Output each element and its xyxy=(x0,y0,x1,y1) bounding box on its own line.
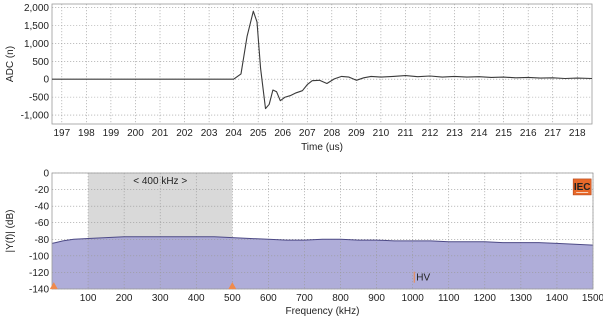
y-tick-label-top: -1,000 xyxy=(21,111,50,122)
x-tick-label-top: 215 xyxy=(495,128,512,139)
x-tick-label-top: 207 xyxy=(299,128,316,139)
y-tick-label-bottom: -140 xyxy=(29,285,49,296)
x-tick-label-bottom: 1000 xyxy=(402,293,425,304)
x-tick-label-top: 210 xyxy=(373,128,390,139)
x-tick-label-top: 208 xyxy=(323,128,340,139)
x-tick-label-top: 205 xyxy=(250,128,267,139)
x-tick-label-bottom: 700 xyxy=(296,293,313,304)
highlight-band-label: < 400 kHz > xyxy=(133,176,187,187)
x-tick-label-bottom: 1100 xyxy=(438,293,460,304)
y-tick-label-bottom: -120 xyxy=(29,268,49,279)
y-tick-label-bottom: -60 xyxy=(35,218,50,229)
y-tick-label-top: 500 xyxy=(32,57,49,68)
y-axis-title-bottom: |Y(f)| (dB) xyxy=(5,210,16,253)
plot-area-top xyxy=(52,4,592,124)
x-axis-title-top: Time (us) xyxy=(301,142,343,153)
x-tick-label-top: 197 xyxy=(53,128,70,139)
x-tick-label-top: 213 xyxy=(446,128,463,139)
x-tick-label-bottom: 500 xyxy=(224,293,241,304)
hv-label: HV xyxy=(416,273,430,284)
x-tick-label-top: 217 xyxy=(544,128,561,139)
iec-badge-label: IEC xyxy=(574,182,591,193)
x-tick-label-top: 218 xyxy=(569,128,586,139)
x-tick-label-top: 214 xyxy=(471,128,488,139)
plot-frame-top xyxy=(51,3,593,125)
x-tick-label-top: 201 xyxy=(152,128,169,139)
y-tick-label-top: 0 xyxy=(43,75,49,86)
x-tick-label-top: 211 xyxy=(397,128,413,139)
spectrum-area xyxy=(52,236,593,289)
x-tick-label-bottom: 1200 xyxy=(474,293,497,304)
x-tick-label-top: 212 xyxy=(422,128,439,139)
frequency-marker xyxy=(228,282,237,290)
x-tick-label-top: 200 xyxy=(127,128,144,139)
x-tick-label-bottom: 200 xyxy=(116,293,133,304)
y-tick-label-top: 1,000 xyxy=(24,39,49,50)
x-tick-label-top: 206 xyxy=(274,128,291,139)
x-tick-label-top: 198 xyxy=(78,128,95,139)
x-tick-label-top: 216 xyxy=(520,128,537,139)
waveform-line xyxy=(52,10,593,110)
y-tick-label-bottom: 0 xyxy=(43,169,49,180)
x-tick-label-bottom: 1300 xyxy=(510,293,533,304)
y-tick-label-bottom: -20 xyxy=(35,185,50,196)
spectrum-line xyxy=(51,236,594,246)
y-axis-title-top: ADC (n) xyxy=(5,46,16,82)
x-tick-label-bottom: 1500 xyxy=(582,293,603,304)
x-tick-label-bottom: 300 xyxy=(152,293,169,304)
iec-badge xyxy=(572,178,592,196)
x-axis-title-bottom: Frequency (kHz) xyxy=(286,306,360,317)
x-tick-label-top: 202 xyxy=(176,128,193,139)
x-tick-label-top: 203 xyxy=(201,128,218,139)
plot-frame-bottom xyxy=(51,172,594,290)
x-tick-label-bottom: 400 xyxy=(188,293,205,304)
x-tick-label-top: 204 xyxy=(225,128,242,139)
x-tick-label-bottom: 100 xyxy=(80,293,97,304)
frequency-marker xyxy=(49,282,58,290)
y-tick-label-top: 2,000 xyxy=(24,3,49,14)
x-tick-label-top: 199 xyxy=(103,128,120,139)
y-tick-label-bottom: -80 xyxy=(35,235,50,246)
x-tick-label-bottom: 900 xyxy=(368,293,385,304)
y-tick-label-top: -500 xyxy=(29,93,49,104)
x-tick-label-bottom: 1400 xyxy=(546,293,569,304)
x-tick-label-bottom: 600 xyxy=(260,293,277,304)
y-tick-label-bottom: -40 xyxy=(35,202,50,213)
x-tick-label-top: 209 xyxy=(348,128,365,139)
y-tick-label-bottom: -100 xyxy=(29,251,49,262)
y-tick-label-top: 1,500 xyxy=(24,21,49,32)
x-tick-label-bottom: 800 xyxy=(332,293,349,304)
